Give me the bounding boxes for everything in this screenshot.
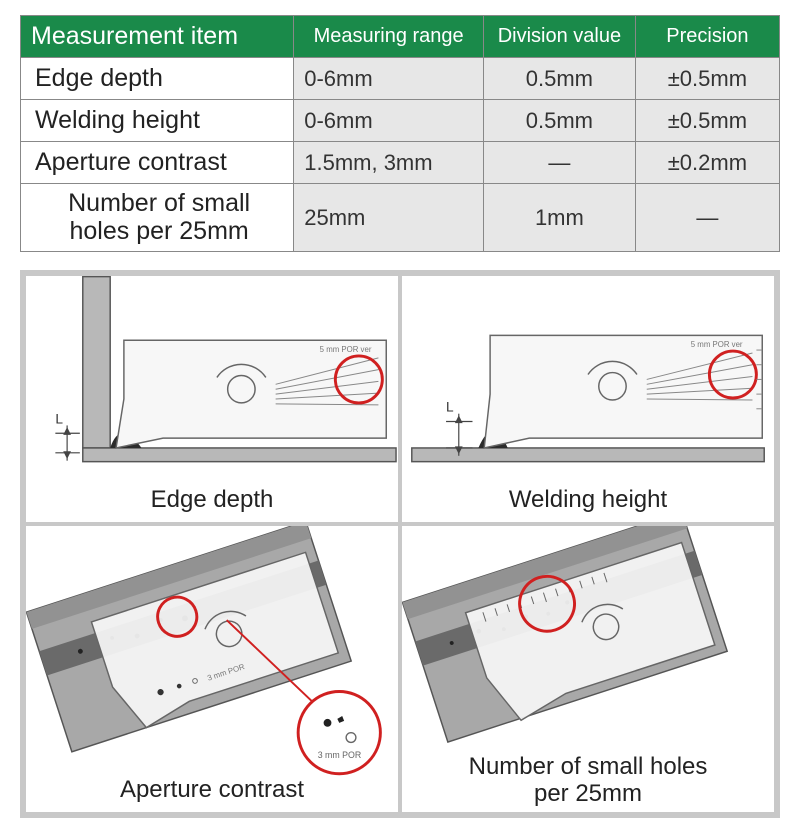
diagram-welding-height: 5 mm POR ver L Welding height [400,274,776,524]
caption-edge-depth: Edge depth [26,486,398,514]
cell-item: Edge depth [21,58,294,100]
svg-text:L: L [446,400,454,415]
cell-precision: ±0.5mm [635,100,779,142]
table-header-row: Measurement item Measuring range Divisio… [21,16,780,58]
cell-range: 0-6mm [294,100,484,142]
col-header-division: Division value [483,16,635,58]
svg-text:L: L [55,411,63,426]
col-header-precision: Precision [635,16,779,58]
svg-text:5 mm POR ver: 5 mm POR ver [320,345,372,354]
svg-text:5 mm POR ver: 5 mm POR ver [691,340,743,349]
cell-item: Welding height [21,100,294,142]
cell-division: 0.5mm [483,100,635,142]
caption-welding-height: Welding height [402,486,774,514]
diagram-aperture-contrast: 3 mm POR 3 mm POR Aperture contrast [24,524,400,814]
cell-range: 0-6mm [294,58,484,100]
table-row: Number of small holes per 25mm 25mm 1mm … [21,184,780,252]
cell-division: 1mm [483,184,635,252]
table-row: Edge depth 0-6mm 0.5mm ±0.5mm [21,58,780,100]
svg-text:3 mm POR: 3 mm POR [318,750,362,760]
cell-range: 1.5mm, 3mm [294,142,484,184]
cell-precision: ±0.5mm [635,58,779,100]
cell-precision: — [635,184,779,252]
cell-item: Aperture contrast [21,142,294,184]
col-header-range: Measuring range [294,16,484,58]
cell-division: 0.5mm [483,58,635,100]
cell-item: Number of small holes per 25mm [21,184,294,252]
table-row: Welding height 0-6mm 0.5mm ±0.5mm [21,100,780,142]
cell-division: — [483,142,635,184]
diagram-small-holes: Number of small holesper 25mm [400,524,776,814]
cell-range: 25mm [294,184,484,252]
diagram-grid: 5 mm POR ver L Edge depth [20,270,780,818]
table-row: Aperture contrast 1.5mm, 3mm — ±0.2mm [21,142,780,184]
col-header-item: Measurement item [21,16,294,58]
diagram-edge-depth: 5 mm POR ver L Edge depth [24,274,400,524]
cell-precision: ±0.2mm [635,142,779,184]
spec-table: Measurement item Measuring range Divisio… [20,15,780,252]
